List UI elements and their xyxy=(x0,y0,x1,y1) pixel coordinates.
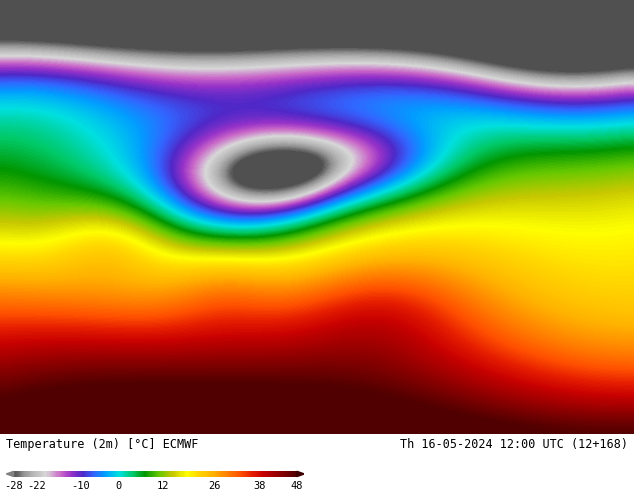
Text: -28: -28 xyxy=(4,481,23,490)
Text: 26: 26 xyxy=(209,481,221,490)
Text: Temperature (2m) [°C] ECMWF: Temperature (2m) [°C] ECMWF xyxy=(6,438,198,451)
Text: 38: 38 xyxy=(254,481,266,490)
Text: -22: -22 xyxy=(27,481,46,490)
Polygon shape xyxy=(297,471,304,477)
Text: -10: -10 xyxy=(72,481,90,490)
Text: 0: 0 xyxy=(115,481,121,490)
Text: 48: 48 xyxy=(290,481,303,490)
Polygon shape xyxy=(6,471,14,477)
Text: Th 16-05-2024 12:00 UTC (12+168): Th 16-05-2024 12:00 UTC (12+168) xyxy=(399,438,628,451)
Text: 12: 12 xyxy=(157,481,169,490)
